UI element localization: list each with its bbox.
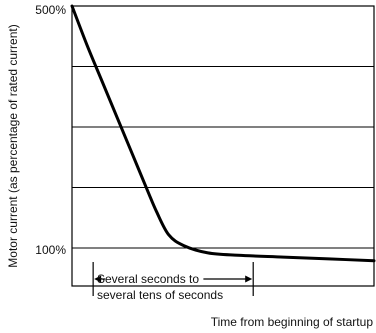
- y-tick-label-100: 100%: [35, 243, 66, 257]
- gridlines: [72, 66, 374, 249]
- annotation-text-line1: Several seconds to: [97, 272, 199, 286]
- duration-annotation: Several seconds to several tens of secon…: [92, 262, 254, 302]
- x-axis-label: Time from beginning of startup: [211, 315, 374, 329]
- annotation-right-arrowhead: [245, 275, 253, 283]
- y-axis-label: Motor current (as percentage of rated cu…: [6, 24, 20, 267]
- plot-frame: [71, 5, 375, 287]
- annotation-text-line2: several tens of seconds: [97, 288, 223, 302]
- annotation-left-arrowhead: [94, 275, 102, 283]
- series-line-motor-current: [70, 4, 376, 263]
- y-tick-label-500: 500%: [35, 3, 66, 17]
